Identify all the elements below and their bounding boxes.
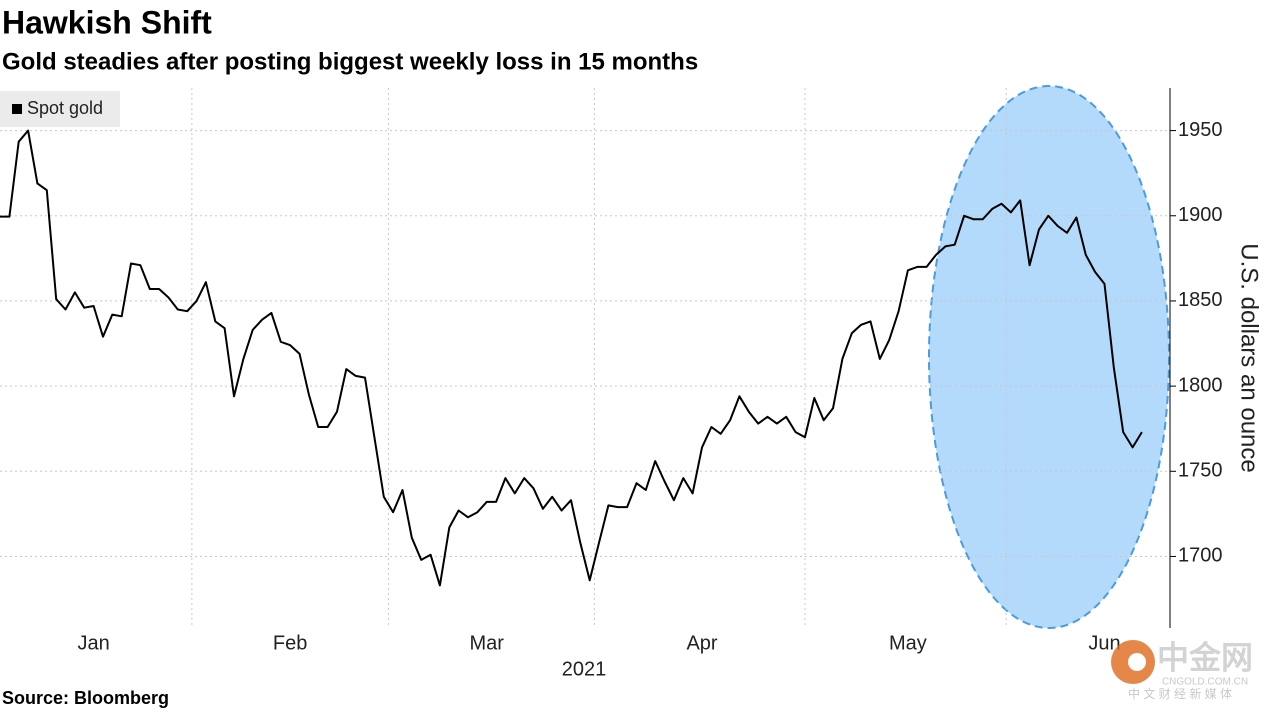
legend: Spot gold xyxy=(0,91,120,127)
x-tick-label: Feb xyxy=(273,632,307,654)
x-axis-title: 2021 xyxy=(562,658,607,680)
watermark-tagline: 中 文 财 经 新 媒 体 xyxy=(1128,686,1232,701)
watermark-site: CNGOLD.COM.CN xyxy=(1162,677,1248,688)
x-tick-label: May xyxy=(889,632,927,654)
watermark: 中金网 CNGOLD.COM.CN 中 文 财 经 新 媒 体 xyxy=(1111,639,1253,701)
highlight-ellipse xyxy=(928,85,1170,629)
x-tick-label: Apr xyxy=(686,632,717,654)
x-tick-label: Mar xyxy=(469,632,504,654)
chart-subtitle: Gold steadies after posting biggest week… xyxy=(2,48,698,75)
y-tick-label: 1850 xyxy=(1178,289,1223,311)
y-tick-label: 1950 xyxy=(1178,119,1223,141)
chart-title: Hawkish Shift xyxy=(2,4,212,40)
source: Source: Bloomberg xyxy=(2,688,169,708)
x-tick-label: Jan xyxy=(77,632,109,654)
y-tick-label: 1750 xyxy=(1178,460,1223,482)
legend-label: Spot gold xyxy=(27,98,103,118)
legend-swatch xyxy=(12,104,22,114)
y-tick-label: 1800 xyxy=(1178,374,1223,396)
watermark-brand: 中金网 xyxy=(1157,639,1253,675)
x-tick-label: Jun xyxy=(1088,632,1120,654)
data-line xyxy=(0,129,1143,587)
y-tick-label: 1700 xyxy=(1178,545,1223,567)
y-axis-title: U.S. dollars an ounce xyxy=(1236,243,1263,472)
watermark-logo-inner xyxy=(1128,653,1146,671)
y-tick-label: 1900 xyxy=(1178,204,1223,226)
